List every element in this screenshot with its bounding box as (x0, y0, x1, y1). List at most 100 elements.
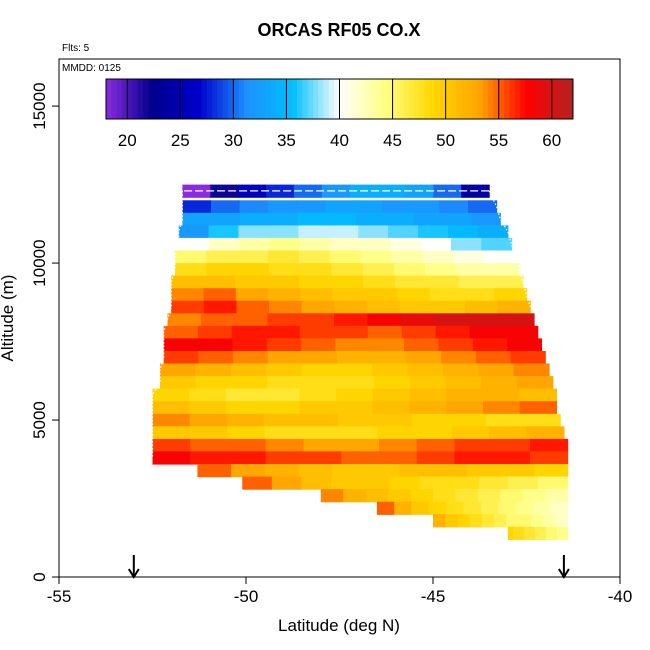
colorbar-swatch-19 (206, 79, 213, 119)
colorbar-swatch-18 (201, 79, 208, 119)
heatmap-cell-25-3 (428, 501, 447, 515)
heatmap-cell-20-4 (303, 438, 342, 453)
heatmap-cell-6-4 (300, 263, 332, 277)
heatmap-cell-22-6 (399, 464, 434, 478)
colorbar-swatch-66 (456, 79, 463, 119)
heatmap-cell-9-4 (301, 300, 335, 314)
heatmap-cell-3-3 (268, 225, 299, 239)
x-tick-label-3: -40 (608, 587, 633, 606)
colorbar-swatch-50 (371, 79, 378, 119)
heatmap-cell-16-4 (299, 388, 337, 402)
heatmap-cell-8-5 (332, 288, 366, 302)
y-tick-label-1: 5000 (30, 401, 49, 439)
heatmap-cell-15-2 (231, 376, 268, 390)
colorbar-swatch-39 (312, 79, 319, 119)
heatmap-cell-27-9 (556, 526, 563, 540)
flight-track (151, 190, 531, 458)
heatmap-cell-22-9 (500, 464, 535, 478)
heatmap-cell-22-0 (197, 464, 232, 478)
heatmap-cell-18-4 (300, 413, 339, 427)
heatmap-cell-5-1 (205, 250, 238, 264)
colorbar-swatch-69 (472, 79, 478, 119)
heatmap-cell-5-7 (391, 250, 423, 264)
heatmap-cell-4-3 (269, 237, 301, 252)
heatmap-cell-17-4 (299, 401, 337, 415)
heatmap-cell-10-7 (400, 313, 435, 327)
x-tick-label-2: -45 (421, 587, 446, 606)
heatmap-cell-25-10 (550, 501, 569, 515)
heatmap-cell-15-0 (160, 376, 197, 390)
colorbar: 20 25 30 35 40 45 50 55 60 (105, 78, 574, 150)
heatmap-cell-8-1 (203, 288, 237, 302)
heatmap-cell-9-0 (171, 300, 205, 314)
heatmap-cell-5-5 (329, 250, 362, 264)
colorbar-swatch-36 (297, 79, 303, 119)
heatmap-cell-27-4 (529, 526, 536, 540)
heatmap-cell-10-5 (334, 313, 368, 327)
heatmap-cell-9-9 (465, 300, 499, 314)
heatmap-cell-20-2 (228, 438, 267, 453)
heatmap-cell-25-6 (480, 501, 499, 515)
heatmap-cell-9-10 (497, 300, 531, 314)
colorbar-swatch-52 (381, 79, 388, 119)
heatmap-cell-5-3 (267, 250, 300, 264)
heatmap-cell-5-10 (484, 250, 516, 264)
heatmap-cell-13-3 (267, 351, 304, 365)
heatmap-cell-15-5 (338, 376, 375, 390)
heatmap-cell-13-8 (441, 351, 477, 365)
heatmap-cell-12-6 (369, 338, 405, 352)
heatmap-cell-11-2 (231, 325, 267, 339)
colorbar-swatch-15 (185, 79, 192, 119)
heatmap-cell-21-0 (152, 451, 191, 465)
heatmap-cell-27-1 (513, 526, 520, 540)
heatmap-cell-11-6 (367, 325, 403, 339)
heatmap-cell-4-8 (420, 237, 452, 252)
heatmap-cell-20-9 (492, 438, 531, 453)
heatmap-cell-19-5 (339, 426, 378, 440)
heatmap-cell-3-7 (388, 225, 419, 239)
heatmap-cell-13-10 (510, 351, 546, 365)
heatmap-cell-7-4 (299, 275, 332, 289)
heatmap-cell-10-9 (467, 313, 502, 327)
heatmap-cell-16-5 (336, 388, 374, 402)
heatmap-cell-25-4 (446, 501, 465, 515)
heatmap-cell-1-8 (410, 200, 441, 214)
heatmap-cell-9-2 (236, 300, 270, 314)
heatmap-cell-17-1 (189, 401, 227, 415)
heatmap-cell-24-0 (320, 489, 344, 503)
heatmap-cell-25-0 (376, 501, 395, 515)
heatmap-cell-12-10 (507, 338, 542, 352)
heatmap-cell-14-5 (336, 363, 373, 377)
heatmap-cell-5-4 (298, 250, 331, 264)
heatmap-cell-1-9 (439, 200, 469, 214)
colorbar-swatch-46 (350, 79, 356, 119)
heatmap-cell-8-10 (494, 288, 528, 302)
heatmap-cell-2-4 (298, 212, 328, 226)
heatmap-cell-6-1 (206, 263, 239, 277)
heatmap-cell-19-4 (302, 426, 341, 440)
heatmap-cell-12-3 (266, 338, 302, 352)
heatmap-cell-10-10 (500, 313, 535, 327)
colorbar-swatch-53 (387, 79, 394, 119)
heatmap-cell-6-6 (362, 263, 395, 277)
heatmap-cell-10-8 (434, 313, 468, 327)
heatmap-cell-11-0 (163, 325, 199, 339)
heatmap-cell-2-7 (384, 212, 415, 226)
colorbar-swatch-62 (435, 79, 441, 119)
heatmap-cell-18-8 (449, 413, 487, 427)
heatmap-cell-24-9 (522, 489, 546, 503)
colorbar-swatch-31 (270, 79, 277, 119)
heatmap-cell-8-4 (300, 288, 334, 302)
heatmap-cell-7-2 (235, 275, 268, 289)
heatmap-cell-1-10 (468, 200, 498, 214)
x-tick-label-1: -50 (234, 587, 259, 606)
heatmap-cell-14-0 (160, 363, 196, 377)
colorbar-swatch-2 (116, 79, 123, 119)
heatmap-cell-26-9 (543, 514, 556, 528)
colorbar-swatch-26 (243, 79, 250, 119)
heatmap-cell-14-9 (478, 363, 515, 377)
heatmap-cell-10-2 (234, 313, 268, 327)
heatmap-cell-0-9 (433, 184, 462, 198)
heatmap-cell-17-2 (225, 401, 264, 415)
